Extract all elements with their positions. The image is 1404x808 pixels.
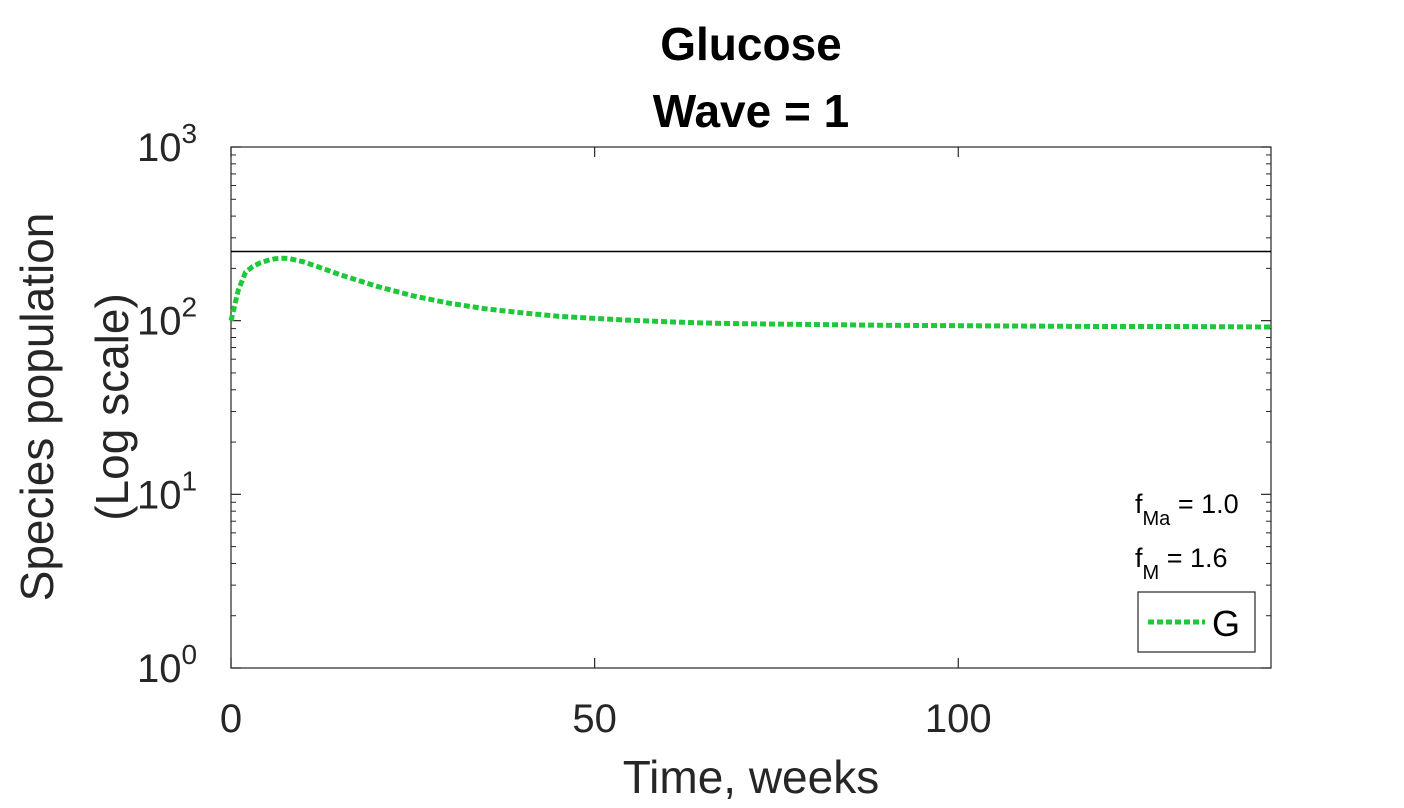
legend-label-g: G bbox=[1212, 603, 1240, 644]
annotation-f-ma-rest: = 1.0 bbox=[1170, 489, 1238, 519]
plot-area bbox=[230, 146, 1272, 669]
y-tick-label: 101 bbox=[137, 465, 197, 517]
y-tick-labels: 100 101 102 103 bbox=[137, 118, 197, 691]
y-axis-label-line-2: (Log scale) bbox=[86, 293, 138, 521]
x-tick-label: 100 bbox=[925, 697, 992, 741]
series-layer bbox=[228, 255, 1272, 330]
y-tick-label: 102 bbox=[137, 292, 197, 344]
annotation-f-m-base: f bbox=[1135, 543, 1143, 573]
x-tick-labels: 0 50 100 bbox=[220, 697, 992, 741]
x-axis-label: Time, weeks bbox=[623, 751, 879, 803]
annotation-f-m-sub: M bbox=[1143, 562, 1160, 584]
chart-title-line-2: Wave = 1 bbox=[653, 85, 849, 137]
annotation-f-m: fM = 1.6 bbox=[1135, 543, 1228, 584]
x-tick-label: 0 bbox=[220, 697, 242, 741]
annotation-f-ma: fMa = 1.0 bbox=[1135, 489, 1239, 530]
annotation-f-m-rest: = 1.6 bbox=[1159, 543, 1227, 573]
series-line-g bbox=[228, 255, 1272, 330]
y-tick-label: 100 bbox=[137, 639, 197, 691]
annotation-f-ma-sub: Ma bbox=[1143, 508, 1172, 530]
ticks-layer bbox=[230, 146, 1271, 669]
legend: G bbox=[1137, 591, 1256, 653]
x-tick-label: 50 bbox=[572, 697, 617, 741]
annotation-f-ma-base: f bbox=[1135, 489, 1143, 519]
y-tick-label: 103 bbox=[137, 118, 197, 170]
chart-title-line-1: Glucose bbox=[660, 18, 842, 70]
y-axis-label-line-1: Species population bbox=[11, 213, 63, 602]
